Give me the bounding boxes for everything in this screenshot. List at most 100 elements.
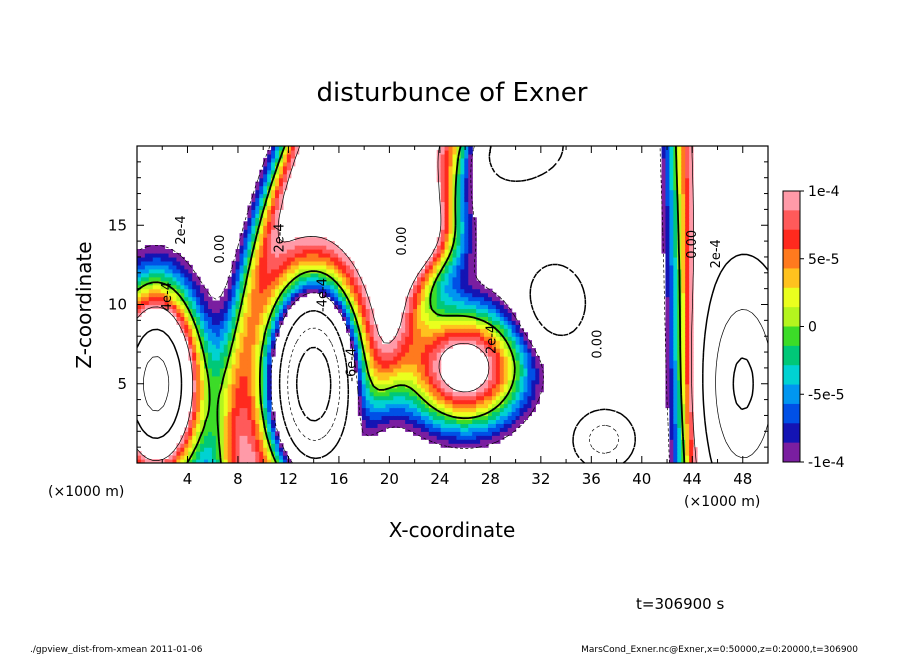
fill-cell-1143 <box>255 245 260 250</box>
fill-cell-284 <box>188 288 193 294</box>
fill-cell-3651 <box>535 375 540 381</box>
fill-cell-3872 <box>673 320 678 325</box>
fill-cell-193 <box>176 272 181 278</box>
fill-cell-710 <box>227 359 233 365</box>
fill-cell-652 <box>223 415 229 421</box>
fill-cell-3987 <box>677 181 682 187</box>
fill-cell-2641 <box>440 383 446 389</box>
fill-cell-309 <box>192 387 197 393</box>
fill-cell-3475 <box>507 431 513 436</box>
fill-cell-1370 <box>267 225 272 230</box>
fill-cell-1831 <box>346 328 351 333</box>
fill-cell-3586 <box>519 332 525 337</box>
fill-cell-3276 <box>484 352 489 357</box>
fill-cell-1127 <box>255 308 260 314</box>
fill-cell-2644 <box>440 344 446 349</box>
fill-cell-1535 <box>278 249 284 254</box>
fill-cell-2101 <box>381 383 387 389</box>
fill-cell-1513 <box>278 455 284 460</box>
fill-cell-2321 <box>413 356 418 361</box>
fill-cell-114 <box>160 276 166 282</box>
fill-cell-1336 <box>267 359 272 365</box>
fill-cell-1281 <box>263 272 268 278</box>
fill-cell-2443 <box>424 363 430 369</box>
fill-cell-1152 <box>255 209 260 214</box>
fill-cell-840 <box>239 447 245 452</box>
fill-cell-3580 <box>519 356 525 361</box>
fill-cell-257 <box>188 447 193 452</box>
fill-cell-502 <box>207 352 213 357</box>
fill-cell-3407 <box>499 435 505 440</box>
fill-cell-4130 <box>685 249 690 254</box>
fill-cell-157 <box>172 459 178 463</box>
fill-cell-1065 <box>251 284 256 290</box>
fill-cell-651 <box>223 419 229 424</box>
fill-cell-382 <box>196 288 201 294</box>
fill-cell-3831 <box>669 165 674 171</box>
fill-cell-771 <box>231 304 237 310</box>
fill-cell-1128 <box>255 304 260 310</box>
fill-cell-3095 <box>468 399 473 405</box>
fill-cell-3039 <box>464 320 469 325</box>
colorbar-swatch-0 <box>783 191 800 211</box>
fill-cell-1381 <box>267 181 272 187</box>
fill-cell-2235 <box>405 415 410 421</box>
fill-cell-1837 <box>346 304 351 310</box>
fill-cell-3109 <box>468 296 473 302</box>
fill-cell-3852 <box>673 399 678 405</box>
fill-cell-799 <box>235 395 241 401</box>
fill-cell-1876 <box>353 352 359 357</box>
fill-cell-615 <box>219 395 225 401</box>
fill-cell-263 <box>188 423 193 428</box>
fill-cell-3601 <box>523 363 529 369</box>
fill-cell-1424 <box>271 268 276 274</box>
fill-cell-38 <box>144 459 150 463</box>
fill-cell-3256 <box>480 292 485 298</box>
fill-cell-1530 <box>278 268 284 274</box>
fill-cell-1867 <box>349 276 355 282</box>
fill-cell-2457 <box>424 308 430 314</box>
fill-cell-706 <box>227 375 233 381</box>
fill-cell-3310 <box>487 371 493 377</box>
fill-cell-2703 <box>444 411 450 417</box>
fill-cell-2120 <box>385 391 390 397</box>
fill-cell-1428 <box>271 252 276 258</box>
fill-cell-3748 <box>665 177 670 183</box>
fill-cell-4111 <box>685 324 690 329</box>
fill-cell-1258 <box>263 363 268 369</box>
fill-cell-163 <box>172 300 178 306</box>
fill-cell-2725 <box>444 288 450 294</box>
fill-cell-465 <box>204 324 209 329</box>
fill-cell-3087 <box>468 431 473 436</box>
fill-cell-1334 <box>267 367 272 373</box>
fill-cell-2044 <box>373 407 379 413</box>
fill-cell-4050 <box>681 249 686 254</box>
fill-cell-1327 <box>267 395 272 401</box>
fill-cell-2265 <box>405 296 410 302</box>
fill-cell-1623 <box>290 260 296 266</box>
fill-cell-3980 <box>677 209 682 214</box>
fill-cell-3231 <box>480 423 485 428</box>
fill-cell-4097 <box>685 379 690 385</box>
fill-cell-3378 <box>495 407 501 413</box>
fill-cell-1650 <box>294 149 300 155</box>
fill-cell-3426 <box>499 359 505 365</box>
fill-cell-3925 <box>677 427 682 432</box>
fill-cell-990 <box>247 324 252 329</box>
fill-cell-3187 <box>472 241 477 246</box>
fill-cell-4085 <box>685 427 690 432</box>
fill-cell-3652 <box>535 371 540 377</box>
fill-cell-604 <box>219 439 225 444</box>
fill-cell-1686 <box>306 272 312 278</box>
fill-cell-1442 <box>271 197 276 203</box>
fill-cell-3200 <box>476 419 481 424</box>
fill-cell-2617 <box>436 237 442 242</box>
fill-cell-3146 <box>468 149 473 155</box>
fill-cell-98 <box>156 272 162 278</box>
fill-cell-2851 <box>452 304 458 310</box>
fill-cell-3311 <box>487 367 493 373</box>
fill-cell-2915 <box>456 304 461 310</box>
fill-cell-2009 <box>369 419 375 424</box>
fill-cell-1743 <box>322 272 327 278</box>
fill-cell-2707 <box>444 395 450 401</box>
